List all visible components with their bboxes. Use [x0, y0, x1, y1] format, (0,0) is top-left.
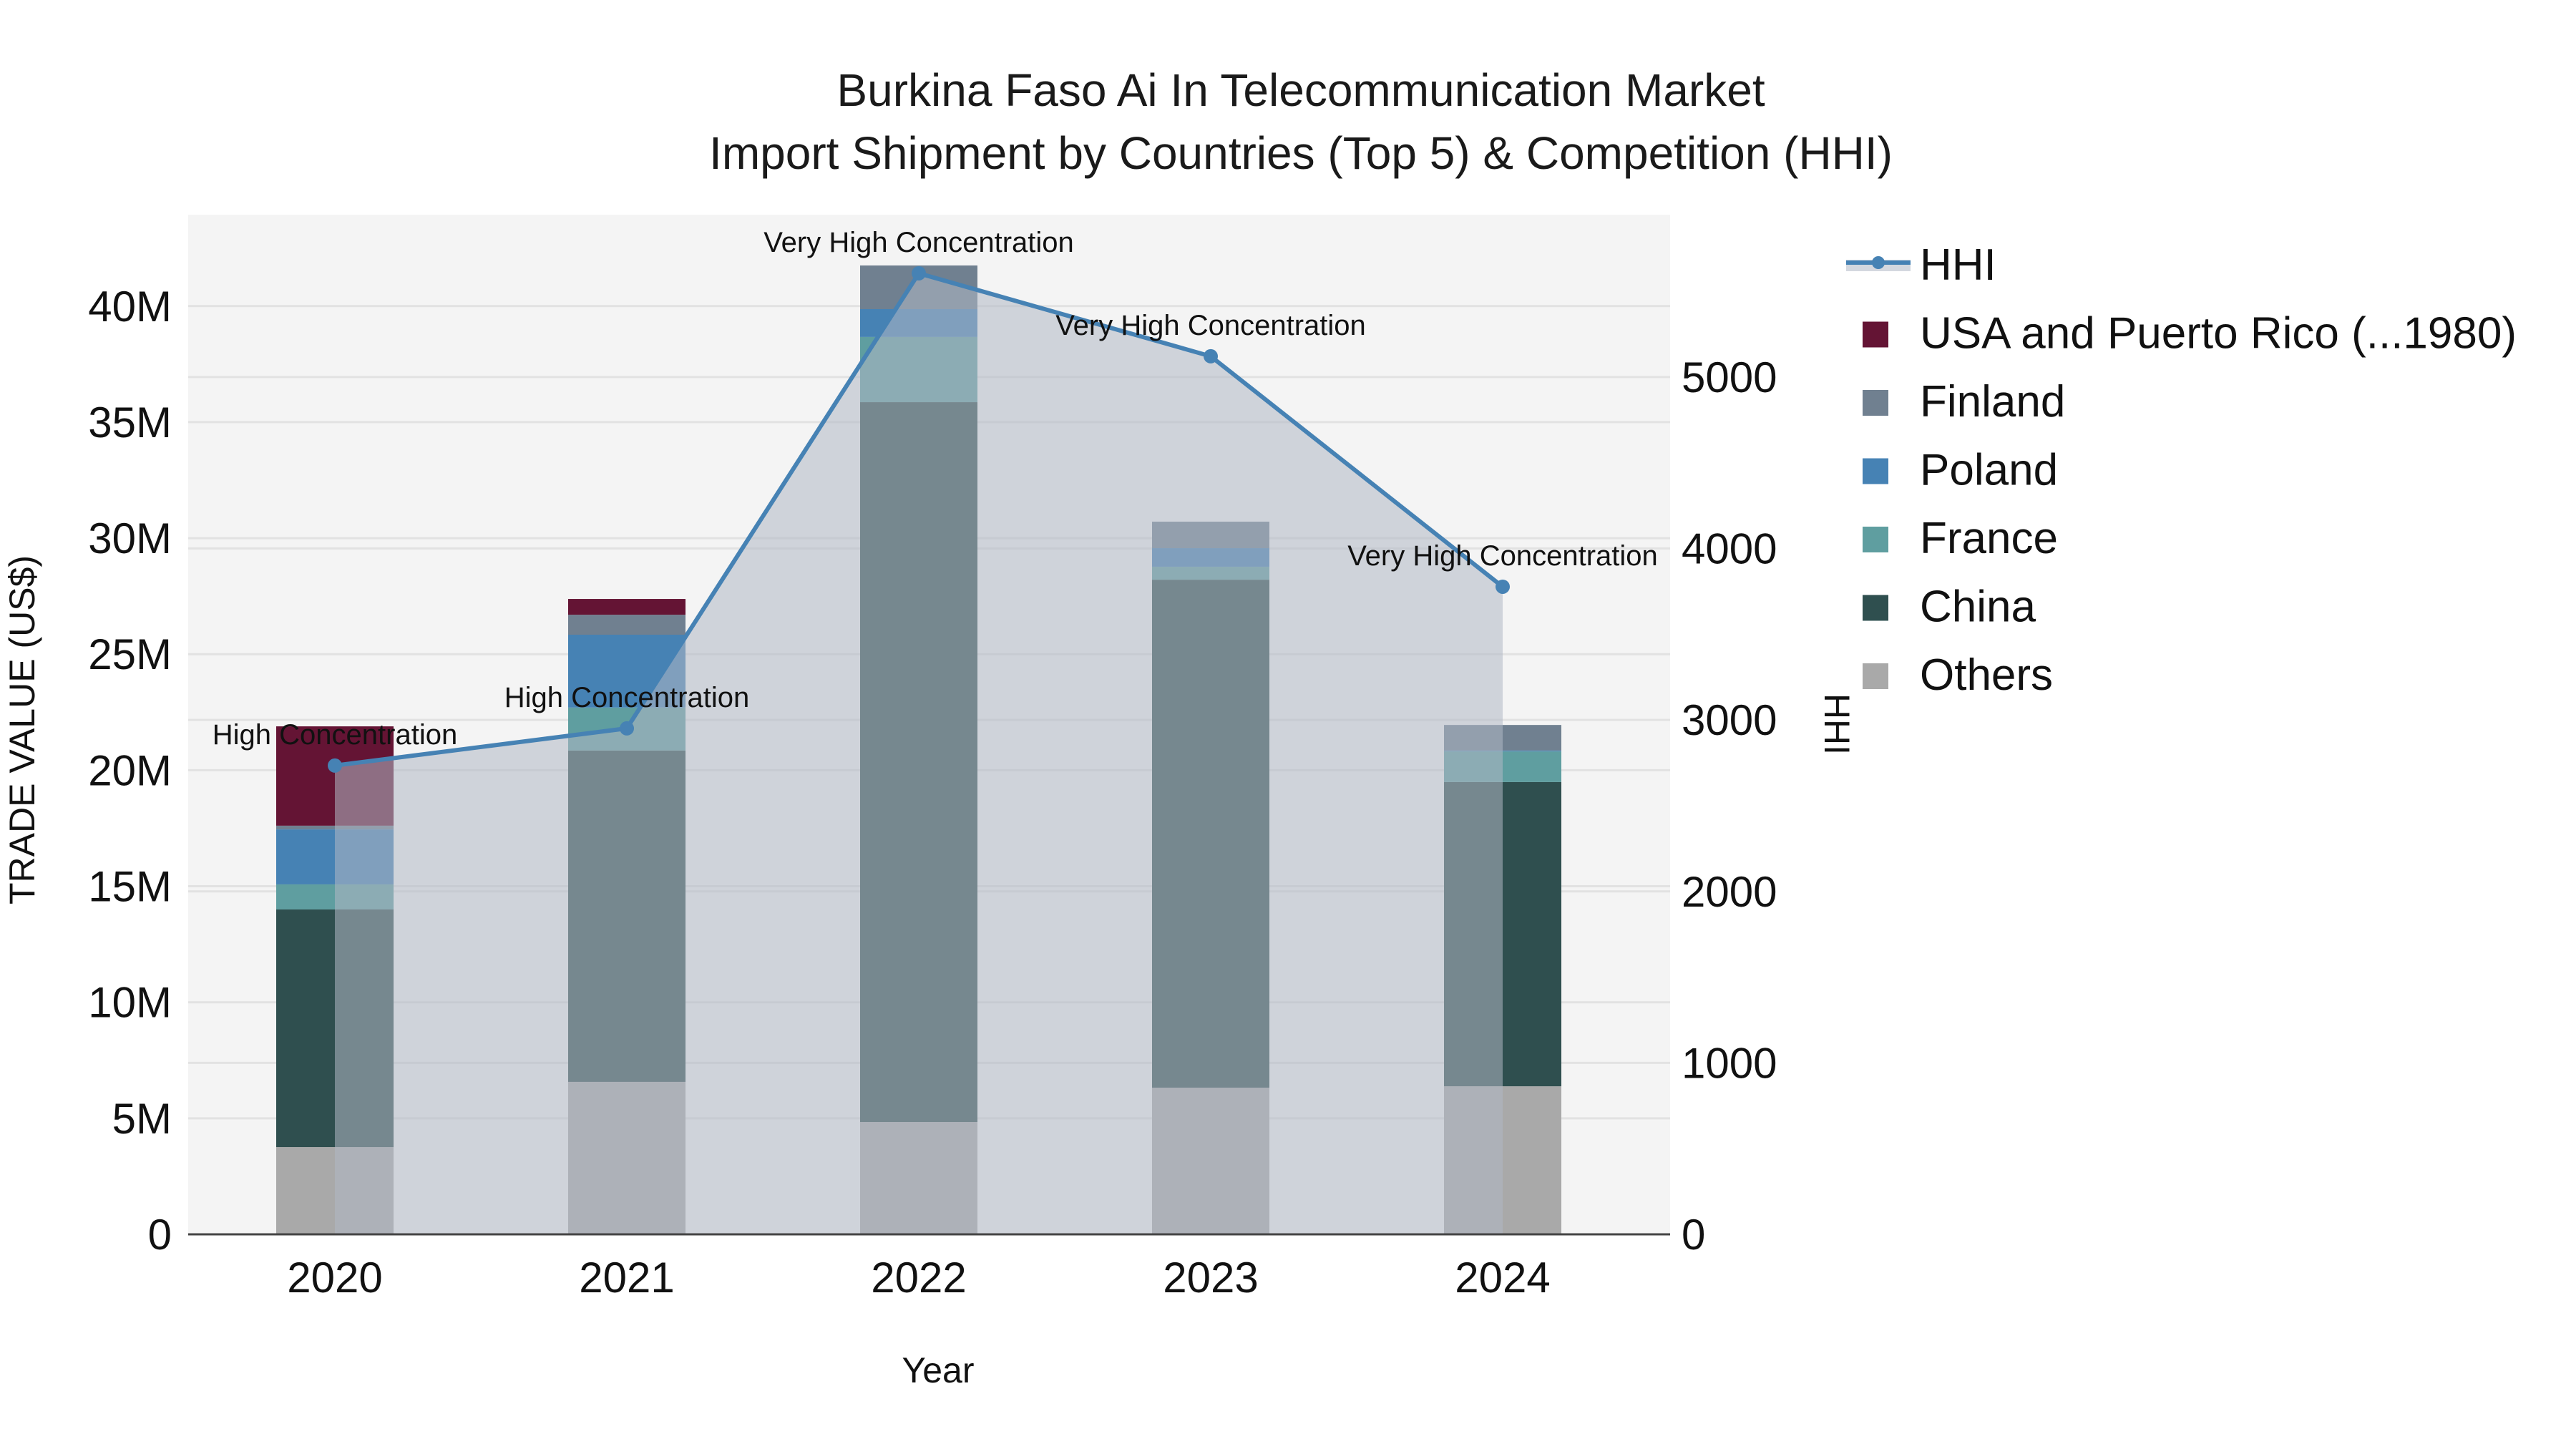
y-tick-label: 30M [88, 514, 172, 562]
y2-tick-label: 2000 [1682, 868, 1777, 916]
hhi-line [328, 265, 1510, 773]
legend-swatch-icon [1863, 321, 1888, 348]
y2-tick-label: 0 [1682, 1211, 1705, 1259]
y-axis-title: TRADE VALUE (US$) [2, 555, 42, 904]
legend-label: France [1920, 514, 2058, 563]
legend-swatch-icon [1863, 527, 1888, 552]
chart-title-line2: Import Shipment by Countries (Top 5) & C… [709, 127, 1893, 179]
y2-tick-label: 5000 [1682, 353, 1777, 401]
x-tick-label: 2020 [287, 1254, 382, 1302]
y2-tick-label: 4000 [1682, 525, 1777, 573]
y2-tick-label: 3000 [1682, 696, 1777, 744]
legend-swatch-icon [1863, 390, 1888, 416]
legend-hhi-marker-icon [1872, 256, 1885, 269]
y-tick-label: 40M [88, 283, 172, 331]
hhi-marker [328, 758, 342, 773]
y2-tick-label: 1000 [1682, 1039, 1777, 1087]
legend-label: USA and Puerto Rico (...1980) [1920, 309, 2517, 358]
chart-title-line1: Burkina Faso Ai In Telecommunication Mar… [836, 64, 1765, 116]
y2-axis-title: HHI [1817, 693, 1857, 755]
legend-label: Others [1920, 650, 2053, 700]
hhi-annotation: Very High Concentration [763, 227, 1074, 258]
hhi-marker [620, 721, 634, 736]
x-tick-label: 2022 [871, 1254, 966, 1302]
legend-label: HHI [1920, 240, 1996, 290]
bar-segment-usa-and-puerto-rico-1980- [568, 599, 686, 615]
y-tick-label: 35M [88, 399, 172, 447]
y-tick-label: 0 [148, 1211, 172, 1259]
hhi-annotation: High Concentration [213, 719, 457, 751]
bar-segment-finland [568, 615, 686, 635]
legend-label: China [1920, 582, 2036, 632]
legend-label: Finland [1920, 377, 2065, 426]
hhi-annotations: High Concentration High Concentration Very… [213, 227, 1658, 751]
x-axis-title: Year [902, 1350, 974, 1390]
y2-axis-ticks: 0 1000 2000 3000 4000 5000 [1682, 353, 1777, 1259]
legend-label: Poland [1920, 446, 2058, 495]
legend-swatch-icon [1863, 663, 1888, 689]
x-axis-ticks: 2020 2021 2022 2023 2024 [287, 1254, 1550, 1302]
y-tick-label: 5M [112, 1095, 172, 1143]
y-tick-label: 15M [88, 863, 172, 911]
hhi-marker [1204, 348, 1218, 364]
legend-swatch-icon [1863, 595, 1888, 621]
hhi-marker [1496, 579, 1510, 594]
hhi-annotation: Very High Concentration [1347, 540, 1658, 572]
x-tick-label: 2021 [579, 1254, 674, 1302]
y-axis-ticks: 0 5M 10M 15M 20M 25M 30M 35M 40M [88, 283, 172, 1259]
hhi-marker [912, 265, 926, 280]
hhi-annotation: Very High Concentration [1055, 310, 1366, 341]
x-tick-label: 2024 [1455, 1254, 1550, 1302]
y-tick-label: 25M [88, 630, 172, 678]
y-tick-label: 20M [88, 746, 172, 794]
hhi-annotation: High Concentration [504, 682, 749, 713]
legend-swatch-icon [1863, 458, 1888, 484]
legend: HHI USA and Puerto Rico (...1980) Finland P… [1846, 240, 2517, 700]
x-tick-label: 2023 [1163, 1254, 1258, 1302]
hhi-area-fill [335, 273, 1503, 1235]
y-tick-label: 10M [88, 979, 172, 1027]
